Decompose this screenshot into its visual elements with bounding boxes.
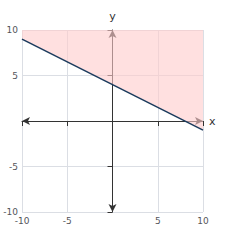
svg-text:y: y — [109, 10, 116, 23]
svg-text:10: 10 — [197, 216, 209, 226]
svg-text:-10: -10 — [15, 216, 30, 226]
svg-text:10: 10 — [7, 25, 19, 35]
svg-text:5: 5 — [155, 216, 161, 226]
svg-text:5: 5 — [12, 71, 18, 81]
svg-text:x: x — [209, 115, 216, 128]
svg-text:-5: -5 — [63, 216, 72, 226]
svg-text:-5: -5 — [9, 162, 18, 172]
svg-text:-10: -10 — [3, 207, 18, 217]
